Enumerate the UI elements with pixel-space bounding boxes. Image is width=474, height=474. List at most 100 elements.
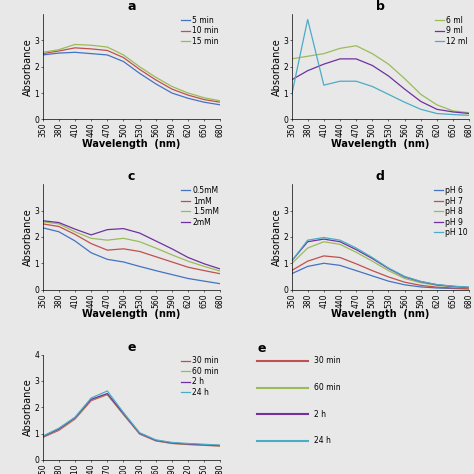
1.5mM bbox=[88, 236, 94, 241]
2mM bbox=[185, 255, 191, 260]
pH 7 bbox=[369, 268, 375, 273]
Line: 5 min: 5 min bbox=[43, 52, 220, 105]
pH 6 bbox=[466, 286, 472, 292]
pH 7 bbox=[418, 283, 424, 288]
Line: 1.5mM: 1.5mM bbox=[43, 222, 220, 271]
2mM bbox=[201, 261, 207, 267]
60 min bbox=[137, 431, 143, 437]
Legend: 6 ml, 9 ml, 12 ml: 6 ml, 9 ml, 12 ml bbox=[435, 16, 468, 46]
pH 6 bbox=[386, 278, 392, 284]
Text: a: a bbox=[128, 0, 136, 13]
9 ml bbox=[305, 68, 310, 73]
0.5mM bbox=[218, 281, 223, 287]
Line: pH 7: pH 7 bbox=[292, 256, 469, 289]
2mM bbox=[40, 218, 46, 224]
30 min bbox=[185, 442, 191, 447]
pH 10 bbox=[305, 237, 310, 243]
9 ml bbox=[337, 56, 343, 62]
0.5mM bbox=[72, 238, 78, 244]
15 min bbox=[104, 44, 110, 50]
pH 7 bbox=[402, 279, 408, 285]
10 min bbox=[40, 51, 46, 56]
Line: 0.5mM: 0.5mM bbox=[43, 228, 220, 284]
X-axis label: Wavelength  (nm): Wavelength (nm) bbox=[82, 309, 181, 319]
10 min bbox=[201, 97, 207, 102]
2mM bbox=[104, 227, 110, 232]
6 ml bbox=[450, 108, 456, 114]
0.5mM bbox=[169, 272, 175, 277]
pH 10 bbox=[337, 237, 343, 243]
60 min bbox=[104, 391, 110, 397]
pH 7 bbox=[337, 255, 343, 260]
2mM bbox=[153, 238, 159, 244]
pH 7 bbox=[321, 253, 327, 259]
5 min bbox=[169, 90, 175, 96]
pH 9 bbox=[353, 247, 359, 253]
24 h bbox=[153, 437, 159, 443]
15 min bbox=[120, 52, 126, 58]
15 min bbox=[72, 42, 78, 47]
2 h bbox=[137, 430, 143, 436]
60 min bbox=[185, 441, 191, 447]
Text: b: b bbox=[376, 0, 385, 13]
12 ml bbox=[386, 91, 392, 97]
X-axis label: Wavelength  (nm): Wavelength (nm) bbox=[331, 309, 429, 319]
pH 10 bbox=[434, 282, 440, 287]
2 h bbox=[153, 438, 159, 443]
Y-axis label: Absorbance: Absorbance bbox=[23, 208, 33, 266]
15 min bbox=[88, 42, 94, 48]
pH 10 bbox=[386, 265, 392, 271]
10 min bbox=[104, 47, 110, 53]
9 ml bbox=[450, 109, 456, 115]
24 h bbox=[137, 430, 143, 436]
24 h bbox=[104, 388, 110, 394]
12 ml bbox=[418, 107, 424, 112]
Legend: 30 min, 60 min, 2 h, 24 h: 30 min, 60 min, 2 h, 24 h bbox=[181, 356, 219, 397]
pH 8 bbox=[369, 258, 375, 264]
5 min bbox=[104, 52, 110, 58]
5 min bbox=[120, 59, 126, 64]
1mM bbox=[88, 241, 94, 246]
2mM bbox=[137, 230, 143, 236]
0.5mM bbox=[137, 264, 143, 269]
1.5mM bbox=[201, 264, 207, 269]
6 ml bbox=[386, 61, 392, 67]
30 min bbox=[120, 412, 126, 418]
9 ml bbox=[289, 77, 294, 83]
pH 9 bbox=[369, 255, 375, 261]
0.5mM bbox=[201, 278, 207, 284]
60 min bbox=[218, 443, 223, 449]
10 min bbox=[153, 77, 159, 83]
1.5mM bbox=[137, 239, 143, 245]
30 min bbox=[56, 428, 62, 433]
12 ml bbox=[305, 17, 310, 22]
5 min bbox=[153, 81, 159, 87]
1.5mM bbox=[218, 268, 223, 274]
6 ml bbox=[353, 43, 359, 49]
0.5mM bbox=[104, 256, 110, 262]
1mM bbox=[137, 248, 143, 254]
pH 9 bbox=[450, 283, 456, 289]
Legend: 0.5mM, 1mM, 1.5mM, 2mM: 0.5mM, 1mM, 1.5mM, 2mM bbox=[181, 186, 219, 227]
5 min bbox=[201, 100, 207, 105]
5 min bbox=[185, 95, 191, 101]
15 min bbox=[185, 90, 191, 96]
Line: 6 ml: 6 ml bbox=[292, 46, 469, 113]
5 min bbox=[88, 51, 94, 56]
2 h bbox=[120, 410, 126, 416]
pH 7 bbox=[353, 261, 359, 267]
1.5mM bbox=[104, 237, 110, 243]
2 h bbox=[56, 426, 62, 432]
0.5mM bbox=[88, 250, 94, 255]
9 ml bbox=[353, 56, 359, 62]
pH 9 bbox=[321, 236, 327, 242]
12 ml bbox=[353, 78, 359, 84]
Line: 9 ml: 9 ml bbox=[292, 59, 469, 114]
1.5mM bbox=[169, 252, 175, 258]
pH 7 bbox=[434, 284, 440, 290]
6 ml bbox=[418, 91, 424, 97]
15 min bbox=[137, 64, 143, 70]
pH 7 bbox=[305, 258, 310, 264]
pH 7 bbox=[466, 286, 472, 292]
Y-axis label: Absorbance: Absorbance bbox=[272, 38, 282, 96]
